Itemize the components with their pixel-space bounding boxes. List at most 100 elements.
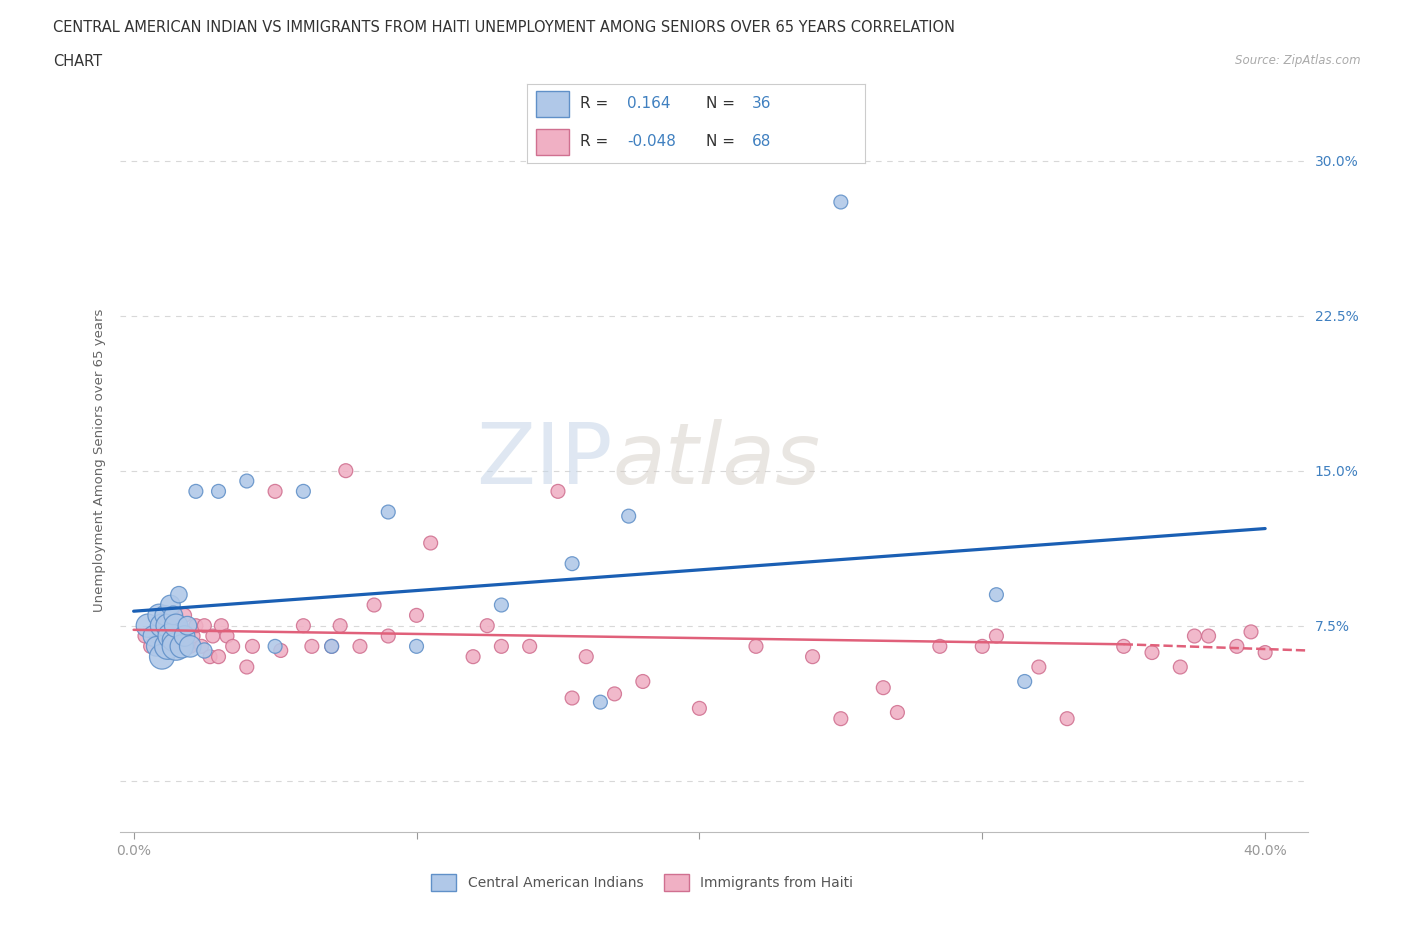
Point	[561, 691, 583, 706]
Point	[377, 629, 399, 644]
Point	[181, 629, 204, 644]
Point	[236, 473, 259, 488]
Point	[264, 484, 287, 498]
Point	[156, 639, 179, 654]
Point	[1028, 659, 1050, 674]
Point	[292, 484, 315, 498]
Point	[688, 701, 710, 716]
Point	[150, 618, 173, 633]
Point	[153, 608, 176, 623]
Point	[801, 649, 824, 664]
Point	[173, 629, 195, 644]
Point	[167, 587, 190, 602]
Legend: Central American Indians, Immigrants from Haiti: Central American Indians, Immigrants fro…	[426, 869, 859, 897]
Point	[159, 618, 181, 633]
Point	[986, 629, 1008, 644]
FancyBboxPatch shape	[536, 128, 569, 155]
Point	[136, 618, 159, 633]
Point	[329, 618, 352, 633]
Point	[477, 618, 499, 633]
Point	[264, 639, 287, 654]
Point	[162, 639, 184, 654]
Point	[176, 618, 198, 633]
Text: CENTRAL AMERICAN INDIAN VS IMMIGRANTS FROM HAITI UNEMPLOYMENT AMONG SENIORS OVER: CENTRAL AMERICAN INDIAN VS IMMIGRANTS FR…	[53, 20, 956, 35]
Text: 0.164: 0.164	[627, 97, 671, 112]
Point	[561, 556, 583, 571]
Point	[134, 629, 156, 644]
Point	[167, 618, 190, 633]
Point	[335, 463, 357, 478]
Text: atlas: atlas	[613, 418, 821, 502]
Point	[491, 639, 513, 654]
Point	[405, 608, 427, 623]
Text: Source: ZipAtlas.com: Source: ZipAtlas.com	[1236, 54, 1361, 67]
Point	[153, 629, 176, 644]
Text: N =: N =	[706, 97, 740, 112]
Point	[165, 639, 187, 654]
Text: ZIP: ZIP	[477, 418, 613, 502]
Point	[349, 639, 371, 654]
Point	[201, 629, 224, 644]
Point	[461, 649, 484, 664]
Text: -0.048: -0.048	[627, 134, 676, 150]
Point	[292, 618, 315, 633]
Point	[519, 639, 541, 654]
Point	[405, 639, 427, 654]
Point	[242, 639, 264, 654]
Point	[142, 629, 165, 644]
Point	[193, 643, 215, 658]
Point	[159, 598, 181, 613]
Point	[179, 639, 201, 654]
Point	[972, 639, 994, 654]
Text: 68: 68	[752, 134, 770, 150]
Point	[377, 505, 399, 520]
Point	[190, 639, 212, 654]
Point	[150, 649, 173, 664]
Point	[928, 639, 950, 654]
Point	[207, 649, 229, 664]
Point	[270, 643, 292, 658]
Point	[139, 639, 162, 654]
Point	[631, 674, 654, 689]
Point	[145, 639, 167, 654]
Point	[198, 649, 221, 664]
Point	[170, 639, 193, 654]
Point	[321, 639, 343, 654]
Point	[165, 608, 187, 623]
FancyBboxPatch shape	[536, 91, 569, 117]
Point	[236, 659, 259, 674]
Text: R =: R =	[579, 134, 613, 150]
Point	[173, 608, 195, 623]
Point	[150, 639, 173, 654]
Point	[1254, 645, 1277, 660]
Point	[156, 608, 179, 623]
Point	[491, 598, 513, 613]
Point	[1240, 624, 1263, 639]
Point	[1112, 639, 1135, 654]
Point	[209, 618, 232, 633]
Point	[179, 639, 201, 654]
Point	[1168, 659, 1191, 674]
Point	[156, 618, 179, 633]
Point	[575, 649, 598, 664]
Point	[830, 194, 852, 209]
Point	[145, 629, 167, 644]
Point	[215, 629, 238, 644]
Point	[830, 711, 852, 726]
Point	[1184, 629, 1206, 644]
Point	[159, 629, 181, 644]
Point	[1226, 639, 1249, 654]
Point	[207, 484, 229, 498]
Point	[176, 629, 198, 644]
Y-axis label: Unemployment Among Seniors over 65 years: Unemployment Among Seniors over 65 years	[93, 309, 107, 612]
Point	[872, 680, 894, 695]
Text: CHART: CHART	[53, 54, 103, 69]
Point	[184, 618, 207, 633]
Point	[1198, 629, 1220, 644]
Point	[1056, 711, 1078, 726]
Point	[1140, 645, 1163, 660]
Point	[617, 509, 640, 524]
Point	[363, 598, 385, 613]
Point	[589, 695, 612, 710]
Point	[547, 484, 569, 498]
